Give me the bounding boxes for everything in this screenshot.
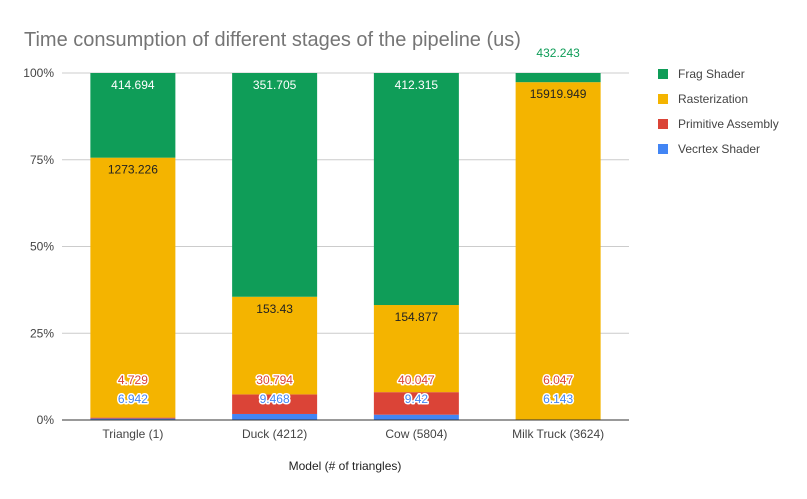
legend-swatch <box>658 144 668 154</box>
x-tick-label: Triangle (1) <box>102 427 163 441</box>
data-label-frag-shader: 432.243 <box>536 46 580 60</box>
data-label-vertex-shader: 6.942 <box>118 392 148 406</box>
x-tick-label: Milk Truck (3624) <box>512 427 604 441</box>
bar-segment <box>515 82 601 420</box>
x-tick-label: Duck (4212) <box>242 427 307 441</box>
y-axis-ticks: 0% 25% 50% 75% 100% <box>23 66 54 427</box>
data-label-vertex-shader: 9.42 <box>405 392 429 406</box>
legend-label: Vecrtex Shader <box>678 142 760 156</box>
data-label-primitive-assembly: 30.794 <box>256 373 293 387</box>
bar-segment <box>373 305 459 393</box>
bar-segment <box>232 296 318 395</box>
legend-swatch <box>658 69 668 79</box>
chart-title: Time consumption of different stages of … <box>24 29 521 51</box>
y-tick-label: 0% <box>37 413 55 427</box>
data-label-primitive-assembly: 40.047 <box>398 373 435 387</box>
legend-swatch <box>658 119 668 129</box>
bar-segment <box>515 73 601 83</box>
data-label-rasterization: 1273.226 <box>108 163 158 177</box>
bar-segment <box>90 73 176 158</box>
data-label-rasterization: 15919.949 <box>530 87 587 101</box>
legend: Frag Shader Rasterization Primitive Assemb… <box>658 67 779 156</box>
legend-label: Frag Shader <box>678 67 745 81</box>
data-label-frag-shader: 414.694 <box>111 78 155 92</box>
data-label-frag-shader: 351.705 <box>253 78 297 92</box>
bar-segment <box>373 414 459 420</box>
data-label-primitive-assembly: 6.047 <box>543 373 573 387</box>
bar-segment <box>373 73 459 306</box>
bar-segment <box>90 418 176 420</box>
bar-segment <box>90 157 176 418</box>
bar-segment <box>232 73 318 297</box>
bar-segment <box>232 394 318 414</box>
bar-segment <box>232 413 318 420</box>
x-tick-label: Cow (5804) <box>385 427 447 441</box>
y-tick-label: 75% <box>30 153 54 167</box>
bars <box>90 73 601 420</box>
data-label-primitive-assembly: 4.729 <box>118 373 148 387</box>
data-label-rasterization: 154.877 <box>395 310 439 324</box>
data-label-frag-shader: 412.315 <box>395 78 439 92</box>
legend-label: Primitive Assembly <box>678 117 779 131</box>
data-labels: 414.694 1273.226 4.729 6.942 351.705 153.43 30… <box>108 46 587 408</box>
data-label-vertex-shader: 6.143 <box>543 392 573 406</box>
data-label-rasterization: 153.43 <box>256 302 293 316</box>
data-label-vertex-shader: 9.468 <box>260 392 290 406</box>
legend-swatch <box>658 94 668 104</box>
bar-segment <box>90 417 176 419</box>
y-tick-label: 50% <box>30 240 54 254</box>
y-tick-label: 25% <box>30 326 54 340</box>
y-tick-label: 100% <box>23 66 54 80</box>
x-axis-title: Model (# of triangles) <box>289 459 402 473</box>
bar-segment <box>373 392 459 415</box>
legend-label: Rasterization <box>678 92 748 106</box>
x-axis-ticks: Triangle (1) Duck (4212) Cow (5804) Milk Tr… <box>102 427 604 441</box>
